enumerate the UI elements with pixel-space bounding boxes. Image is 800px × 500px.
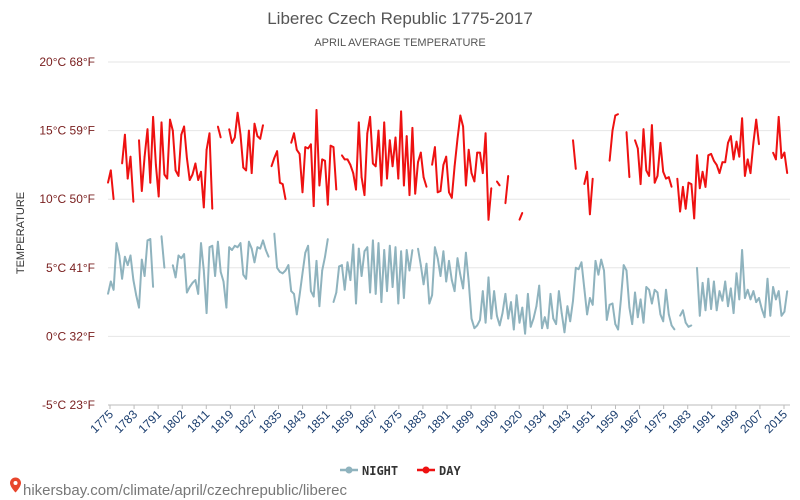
x-tick-label: 1909 xyxy=(472,407,501,436)
series-line-segment xyxy=(417,246,676,335)
series-night xyxy=(107,232,789,335)
series-line-segment xyxy=(341,110,428,197)
x-tick-label: 1867 xyxy=(352,407,381,436)
x-tick-label: 1983 xyxy=(665,407,694,436)
series-line-segment xyxy=(138,115,214,209)
x-tick-label: 1835 xyxy=(256,407,285,436)
series-line-segment xyxy=(496,180,501,187)
x-tick-label: 1959 xyxy=(593,407,622,436)
series-line-segment xyxy=(634,124,673,188)
y-tick-label: 15°C 59°F xyxy=(39,124,95,138)
source-url[interactable]: hikersbay.com/climate/april/czechrepubli… xyxy=(23,482,348,499)
series-line-segment xyxy=(583,170,594,216)
series-line-segment xyxy=(121,133,135,202)
legend-item-night[interactable]: NIGHT xyxy=(340,464,398,478)
series-line-segment xyxy=(504,175,510,204)
x-tick-label: 1975 xyxy=(641,407,670,436)
series-line-segment xyxy=(625,131,631,178)
y-tick-label: 10°C 50°F xyxy=(39,192,95,206)
chart-title: Liberec Czech Republic 1775-2017 xyxy=(267,9,533,28)
y-tick-label: 5°C 41°F xyxy=(46,261,95,275)
series-line-segment xyxy=(572,140,577,170)
x-tick-label: 1967 xyxy=(617,407,646,436)
x-tick-label: 1920 xyxy=(497,407,526,436)
series-line-segment xyxy=(270,150,287,200)
series-line-segment xyxy=(107,238,155,309)
series-line-segment xyxy=(679,309,692,328)
y-axis-label: TEMPERATURE xyxy=(15,192,27,274)
series-line-segment xyxy=(332,239,414,305)
series-line-segment xyxy=(107,169,115,200)
legend-day-marker xyxy=(422,466,430,474)
series-line-segment xyxy=(696,249,789,319)
x-tick-label: 1943 xyxy=(545,407,574,436)
series-line-segment xyxy=(290,109,338,208)
location-pin-dot xyxy=(13,481,18,485)
x-tick-label: 1991 xyxy=(689,407,718,436)
y-tick-label: 20°C 68°F xyxy=(39,55,95,69)
series-line-segment xyxy=(273,233,329,316)
x-tick-label: 1843 xyxy=(280,407,309,436)
x-tick-label: 1899 xyxy=(448,407,477,436)
series-line-segment xyxy=(216,126,222,138)
x-ticks: 1775178317911802181118191827183518431851… xyxy=(87,405,790,436)
series-day xyxy=(107,109,789,221)
x-tick-label: 1819 xyxy=(208,407,237,436)
x-tick-label: 1827 xyxy=(232,407,261,436)
x-tick-label: 1791 xyxy=(135,407,164,436)
series-line-segment xyxy=(171,239,270,315)
x-tick-label: 1859 xyxy=(328,407,357,436)
legend-night-label: NIGHT xyxy=(362,464,398,478)
series-line-segment xyxy=(160,236,166,268)
x-tick-label: 1999 xyxy=(713,407,742,436)
series-line-segment xyxy=(228,111,264,175)
x-tick-label: 1875 xyxy=(376,407,405,436)
x-tick-label: 1802 xyxy=(160,407,189,436)
legend-night-marker xyxy=(345,466,353,474)
y-tick-label: 0°C 32°F xyxy=(46,329,95,343)
legend-day-label: DAY xyxy=(439,464,461,478)
x-tick-label: 1883 xyxy=(400,407,429,436)
x-tick-label: 1934 xyxy=(521,407,550,436)
x-tick-label: 1891 xyxy=(424,407,453,436)
series-line-segment xyxy=(518,212,524,221)
x-tick-label: 1951 xyxy=(569,407,598,436)
series-layer xyxy=(107,109,789,335)
x-tick-label: 2015 xyxy=(761,407,790,436)
chart-subtitle: APRIL AVERAGE TEMPERATURE xyxy=(314,37,485,49)
x-tick-label: 1783 xyxy=(111,407,140,436)
x-tick-label: 1811 xyxy=(184,407,212,435)
source-link[interactable]: hikersbay.com/climate/april/czechrepubli… xyxy=(10,477,348,500)
series-line-segment xyxy=(608,113,619,161)
series-line-segment xyxy=(676,117,760,220)
series-line-segment xyxy=(772,115,789,174)
grid xyxy=(108,61,790,406)
x-tick-label: 2007 xyxy=(737,407,766,436)
legend-item-day[interactable]: DAY xyxy=(417,464,461,478)
legend[interactable]: NIGHT DAY xyxy=(340,464,461,478)
series-line-segment xyxy=(431,114,493,221)
y-ticks: -5°C 23°F 0°C 32°F 5°C 41°F 10°C 50°F 15°C 5… xyxy=(39,55,95,412)
x-tick-label: 1851 xyxy=(304,407,333,436)
y-tick-label: -5°C 23°F xyxy=(42,398,95,412)
